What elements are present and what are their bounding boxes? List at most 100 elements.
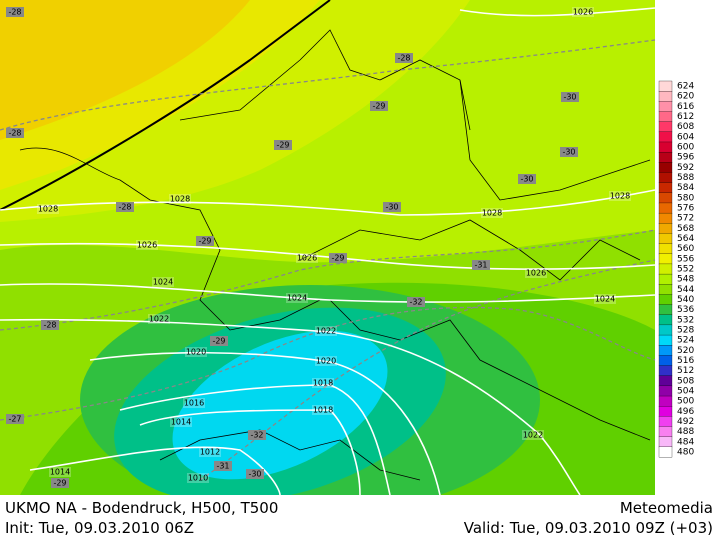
isobar-label-bg bbox=[170, 417, 192, 427]
temperature-label: -27 bbox=[8, 415, 21, 424]
footer-brand: Meteomedia bbox=[620, 499, 713, 517]
isobar-label: 1022 bbox=[523, 431, 543, 440]
temperature-label: -30 bbox=[563, 93, 576, 102]
temperature-label-bg bbox=[561, 92, 579, 102]
temperature-label: -29 bbox=[276, 141, 289, 150]
colorbar-label: 584 bbox=[677, 183, 694, 193]
isobar-label: 1026 bbox=[573, 8, 593, 17]
footer-title: UKMO NA - Bodendruck, H500, T500 bbox=[5, 499, 278, 517]
isobar-label-bg bbox=[185, 347, 207, 357]
isobar-label: 1016 bbox=[184, 399, 204, 408]
temperature-label-bg bbox=[560, 147, 578, 157]
isobar-label: 1018 bbox=[313, 406, 333, 415]
temperature-label: -29 bbox=[212, 337, 225, 346]
temperature-label-bg bbox=[383, 202, 401, 212]
isobar-label-bg bbox=[522, 430, 544, 440]
isobar-label: 1024 bbox=[153, 278, 173, 287]
map-labels: 1026 1028 1028 1028 1028 1026 1026 1026 1024 1024… bbox=[6, 7, 631, 488]
isobar-label-bg bbox=[37, 204, 59, 214]
colorbar-swatch bbox=[658, 151, 673, 163]
temperature-label: -28 bbox=[397, 54, 410, 63]
isobar-label: 1028 bbox=[482, 209, 502, 218]
colorbar-label: 496 bbox=[677, 407, 694, 417]
colorbar-label: 480 bbox=[677, 447, 694, 457]
isobar-label-bg bbox=[609, 191, 631, 201]
temperature-label-bg bbox=[210, 336, 228, 346]
colorbar-swatch bbox=[658, 212, 673, 224]
colorbar-swatch bbox=[658, 253, 673, 265]
isobar-label-bg bbox=[481, 208, 503, 218]
colorbar-label: 596 bbox=[677, 153, 694, 163]
colorbar-label: 624 bbox=[677, 82, 694, 92]
borders bbox=[19, 29, 651, 481]
isobar-label: 1028 bbox=[610, 192, 630, 201]
footer-init: Init: Tue, 09.03.2010 06Z bbox=[5, 519, 194, 537]
isobar-label: 1014 bbox=[171, 418, 191, 427]
temperature-label-bg bbox=[41, 320, 59, 330]
colorbar-label: 588 bbox=[677, 173, 694, 183]
temperature-label: -28 bbox=[43, 321, 56, 330]
isobar-label-bg bbox=[525, 268, 547, 278]
colorbar-label: 600 bbox=[677, 143, 694, 153]
temperature-label: -30 bbox=[248, 470, 261, 479]
colorbar-label: 556 bbox=[677, 254, 694, 264]
isobar-label: 1028 bbox=[170, 195, 190, 204]
isobar-label: 1026 bbox=[526, 269, 546, 278]
colorbar-swatch bbox=[658, 334, 673, 346]
isotherms bbox=[0, 39, 656, 481]
colorbar-label: 540 bbox=[677, 295, 694, 305]
colorbar-swatch bbox=[658, 243, 673, 255]
isobar-label: 1020 bbox=[316, 357, 336, 366]
isobar-label-bg bbox=[49, 467, 71, 477]
isobar-label-bg bbox=[152, 277, 174, 287]
colorbar-swatch bbox=[658, 263, 673, 275]
isobar-label-bg bbox=[594, 294, 616, 304]
temperature-label-bg bbox=[116, 202, 134, 212]
temperature-label-bg bbox=[246, 469, 264, 479]
isobar-label: 1026 bbox=[137, 241, 157, 250]
front-line bbox=[0, 0, 331, 211]
colorbar-swatch bbox=[658, 314, 673, 326]
temperature-label-bg bbox=[6, 7, 24, 17]
colorbar-label: 568 bbox=[677, 224, 694, 234]
colorbar-swatch bbox=[658, 202, 673, 214]
colorbar-swatch bbox=[658, 436, 673, 448]
colorbar-label: 532 bbox=[677, 315, 694, 325]
colorbar-label: 528 bbox=[677, 325, 694, 335]
isobar-label: 1026 bbox=[297, 254, 317, 263]
field-560 bbox=[0, 0, 250, 140]
colorbar-label: 484 bbox=[677, 437, 694, 447]
isobar-label-bg bbox=[183, 398, 205, 408]
colorbar-swatch bbox=[658, 141, 673, 153]
temperature-label: -30 bbox=[562, 148, 575, 157]
isobar-label-bg bbox=[312, 405, 334, 415]
colorbar-label: 504 bbox=[677, 386, 694, 396]
isobar-label-bg bbox=[148, 314, 170, 324]
isobar-label: 1018 bbox=[313, 379, 333, 388]
colorbar-label: 544 bbox=[677, 285, 694, 295]
temperature-label: -31 bbox=[474, 261, 487, 270]
isobar-label-bg bbox=[315, 356, 337, 366]
temperature-label-bg bbox=[196, 236, 214, 246]
colorbar-swatch bbox=[658, 80, 673, 92]
colorbar-swatch bbox=[658, 345, 673, 356]
temperature-label: -30 bbox=[385, 203, 398, 212]
colorbar-swatch bbox=[658, 385, 673, 397]
isobar-label: 1010 bbox=[188, 474, 208, 483]
temperature-label: -30 bbox=[520, 175, 533, 184]
colorbar-swatch bbox=[658, 111, 673, 123]
colorbar-swatch bbox=[658, 223, 673, 234]
temperature-label-bg bbox=[51, 478, 69, 488]
temperature-label-bg bbox=[329, 253, 347, 263]
temperature-label-bg bbox=[407, 297, 425, 307]
isobar-label-bg bbox=[199, 447, 221, 457]
colorbar-label: 536 bbox=[677, 305, 694, 315]
colorbar-label: 488 bbox=[677, 427, 694, 437]
field-528 bbox=[172, 330, 388, 480]
temperature-label: -31 bbox=[216, 462, 229, 471]
isobar-label-bg bbox=[136, 240, 158, 250]
temperature-label-bg bbox=[6, 128, 24, 138]
isobar-label-bg bbox=[312, 378, 334, 388]
colorbar-label: 572 bbox=[677, 214, 694, 224]
colorbar-swatch bbox=[658, 426, 673, 438]
